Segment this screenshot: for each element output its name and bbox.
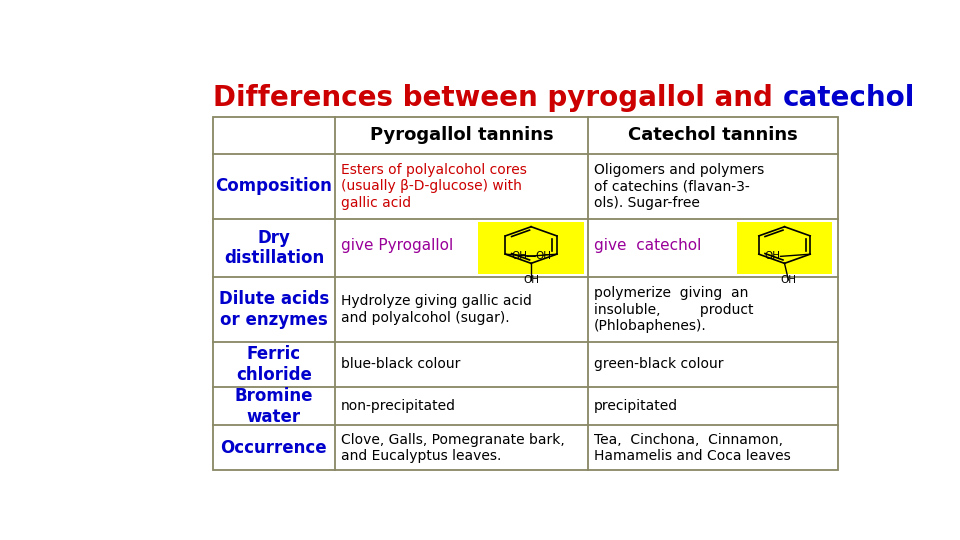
Text: Ferric
chloride: Ferric chloride	[236, 345, 312, 384]
Text: OH: OH	[764, 251, 780, 261]
Text: precipitated: precipitated	[594, 399, 678, 413]
Text: Clove, Galls, Pomegranate bark,
and Eucalyptus leaves.: Clove, Galls, Pomegranate bark, and Euca…	[341, 433, 564, 463]
Text: Composition: Composition	[215, 177, 332, 195]
Text: give Pyrogallol: give Pyrogallol	[341, 238, 453, 253]
Text: Oligomers and polymers
of catechins (flavan-3-
ols). Sugar-free: Oligomers and polymers of catechins (fla…	[594, 163, 764, 210]
Text: Pyrogallol tannins: Pyrogallol tannins	[370, 126, 553, 144]
Text: blue-black colour: blue-black colour	[341, 357, 460, 372]
Text: Dry
distillation: Dry distillation	[224, 228, 324, 267]
Text: Catechol tannins: Catechol tannins	[628, 126, 798, 144]
Text: OH: OH	[523, 275, 540, 285]
Text: Dilute acids
or enzymes: Dilute acids or enzymes	[219, 290, 329, 329]
Text: Tea,  Cinchona,  Cinnamon,
Hamamelis and Coca leaves: Tea, Cinchona, Cinnamon, Hamamelis and C…	[594, 433, 791, 463]
Text: OH: OH	[535, 251, 551, 261]
FancyBboxPatch shape	[478, 222, 585, 274]
Text: Differences between pyrogallol and: Differences between pyrogallol and	[213, 84, 782, 112]
Text: green-black colour: green-black colour	[594, 357, 724, 372]
Text: give  catechol: give catechol	[594, 238, 702, 253]
Text: Occurrence: Occurrence	[221, 438, 327, 457]
Text: Bromine
water: Bromine water	[234, 387, 313, 426]
Text: non-precipitated: non-precipitated	[341, 399, 456, 413]
Text: OH: OH	[511, 251, 527, 261]
Text: OH: OH	[780, 275, 797, 285]
Text: Hydrolyze giving gallic acid
and polyalcohol (sugar).: Hydrolyze giving gallic acid and polyalc…	[341, 294, 532, 325]
Text: polymerize  giving  an
insoluble,         product
(Phlobaphenes).: polymerize giving an insoluble, product …	[594, 286, 754, 333]
Text: catechol: catechol	[782, 84, 915, 112]
FancyBboxPatch shape	[737, 222, 832, 274]
Text: Esters of polyalcohol cores
(usually β-D-glucose) with
gallic acid: Esters of polyalcohol cores (usually β-D…	[341, 163, 527, 210]
